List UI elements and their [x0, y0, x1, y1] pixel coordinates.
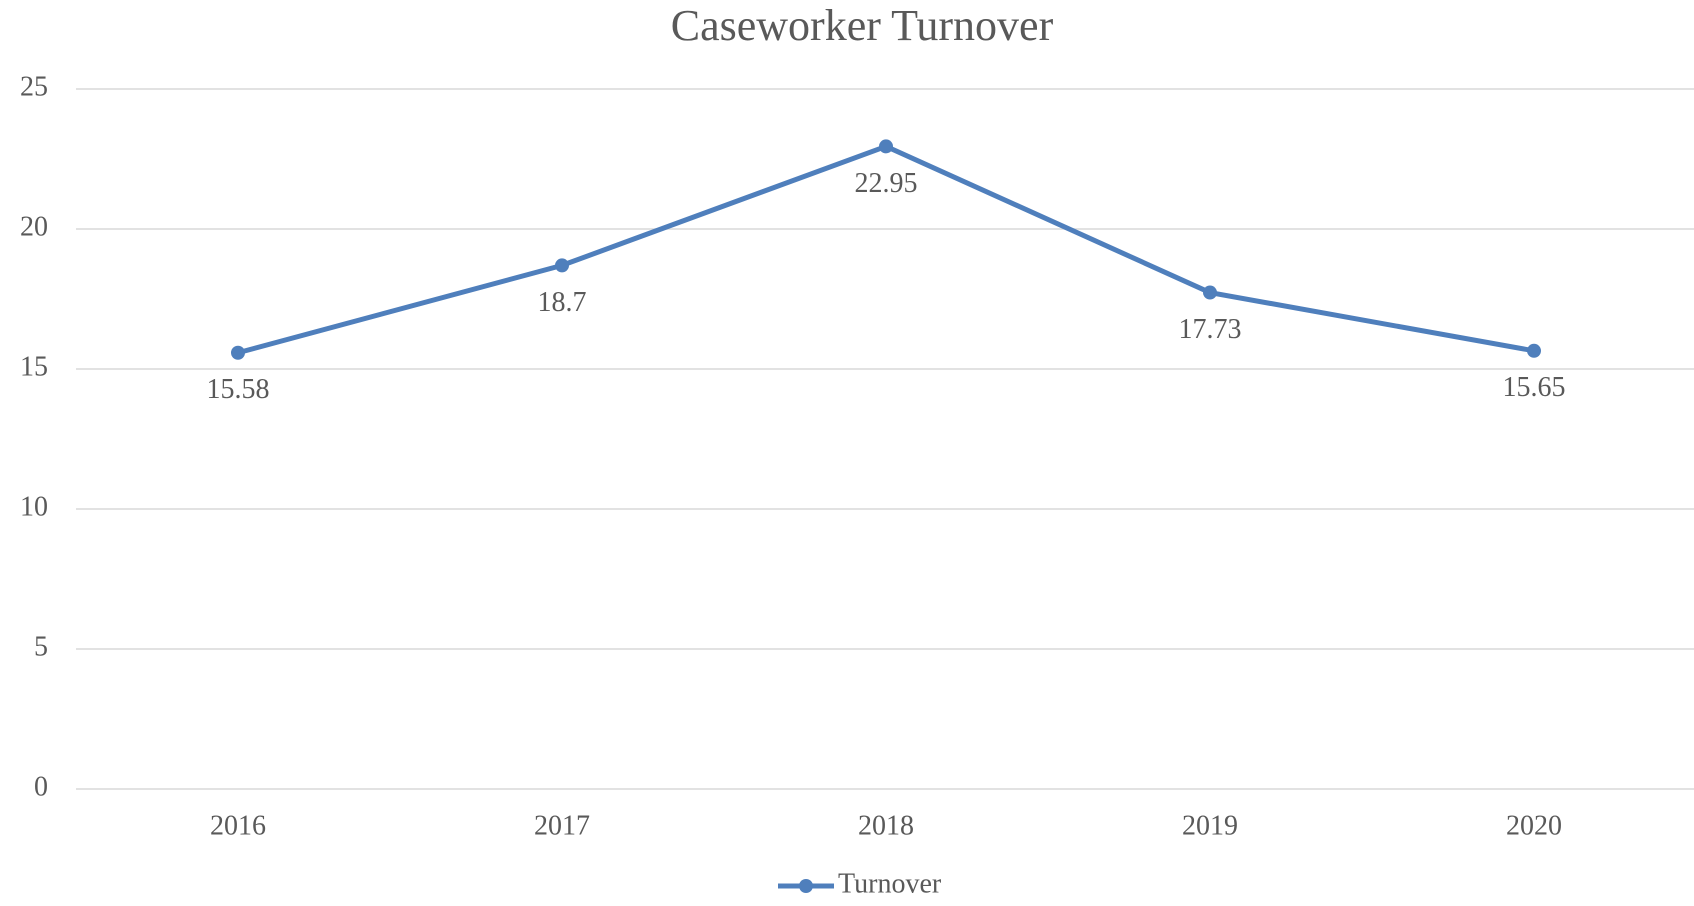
x-tick-label: 2017 — [534, 810, 590, 841]
x-tick-label: 2020 — [1506, 810, 1562, 841]
x-tick-label: 2016 — [210, 810, 266, 841]
chart-title: Caseworker Turnover — [671, 1, 1054, 50]
data-label: 18.7 — [538, 287, 587, 318]
y-tick-label: 0 — [34, 771, 48, 802]
point — [555, 258, 569, 273]
y-tick-label: 5 — [34, 631, 48, 662]
point — [1527, 343, 1541, 358]
data-label: 17.73 — [1179, 314, 1242, 345]
y-tick-label: 20 — [20, 211, 48, 242]
point — [1203, 285, 1217, 300]
x-tick-label: 2019 — [1182, 810, 1238, 841]
x-tick-label: 2018 — [858, 810, 914, 841]
data-label: 15.65 — [1503, 372, 1566, 403]
legend-marker — [799, 879, 813, 893]
data-label: 22.95 — [855, 168, 918, 199]
y-tick-label: 15 — [20, 351, 48, 382]
legend-label: Turnover — [838, 868, 942, 899]
point — [231, 345, 245, 360]
data-label: 15.58 — [207, 374, 270, 405]
y-tick-label: 25 — [20, 71, 48, 102]
y-tick-label: 10 — [20, 491, 48, 522]
point — [879, 139, 893, 154]
